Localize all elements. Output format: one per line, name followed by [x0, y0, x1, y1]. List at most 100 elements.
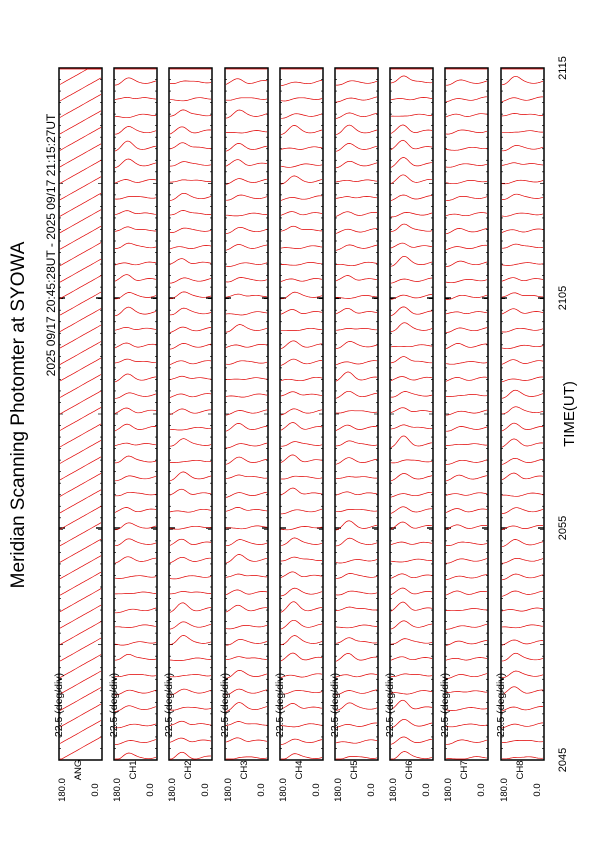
scan-trace	[281, 327, 323, 331]
panel-frame	[113, 67, 158, 761]
scan-trace	[114, 575, 157, 579]
scale-label: 22.5 (deg/div)	[329, 673, 341, 737]
scan-trace	[390, 435, 433, 448]
scan-trace	[445, 690, 488, 694]
scan-trace	[501, 525, 544, 531]
panel-ch7: 180.0 0.0 CH7 22.5 (deg/div)	[439, 67, 489, 802]
scan-trace	[280, 278, 323, 282]
scan-trace	[280, 703, 323, 710]
scan-trace	[280, 309, 323, 315]
channel-label: CH8	[515, 760, 526, 779]
scan-trace	[280, 537, 323, 546]
scan-trace	[335, 476, 377, 479]
scan-trace	[501, 686, 543, 695]
scan-trace	[59, 192, 102, 217]
scan-trace	[280, 146, 323, 150]
scan-trace	[59, 159, 102, 184]
scan-trace	[280, 391, 323, 397]
y-tick-label: 180.0	[499, 778, 510, 802]
scan-trace	[445, 260, 488, 267]
scan-trace	[280, 125, 323, 135]
scan-trace	[501, 573, 544, 581]
scan-trace	[501, 389, 544, 399]
scan-trace	[280, 556, 323, 562]
panel-ang: 180.0 0.0 ANG 22.5 (deg/div)	[53, 67, 103, 802]
scan-trace	[114, 653, 157, 661]
scan-trace	[114, 538, 157, 547]
y-tick-label: 180.0	[443, 778, 454, 802]
scan-trace	[390, 306, 433, 317]
panel-ch1: 180.0 0.0 CH1 22.5 (deg/div)	[108, 67, 158, 802]
scan-trace	[390, 174, 432, 184]
scan-trace	[335, 559, 378, 564]
scan-trace	[170, 751, 211, 760]
scan-trace	[501, 406, 544, 415]
scan-trace	[114, 126, 157, 135]
scan-trace	[445, 443, 487, 446]
scan-trace	[390, 521, 433, 530]
y-tick-label: 180.0	[223, 778, 234, 802]
scan-trace	[225, 109, 268, 119]
scan-trace	[225, 311, 268, 316]
scan-trace	[445, 343, 487, 350]
scan-trace	[445, 163, 488, 168]
scan-trace	[169, 343, 212, 350]
scale-label: 22.5 (deg/div)	[384, 673, 396, 737]
scan-trace	[281, 753, 323, 760]
scan-trace	[225, 525, 268, 530]
scan-trace	[225, 737, 268, 743]
scan-trace	[169, 488, 212, 496]
scan-trace	[59, 242, 102, 267]
scan-trace	[501, 590, 544, 597]
scan-trace	[501, 308, 544, 315]
scan-trace	[445, 409, 488, 416]
scan-trace	[335, 341, 378, 349]
scan-trace	[225, 344, 268, 348]
scan-trace	[280, 738, 323, 745]
scan-trace	[335, 722, 377, 729]
scan-trace	[170, 227, 212, 233]
scan-trace	[501, 507, 544, 514]
scan-trace	[445, 327, 488, 334]
scan-trace	[335, 307, 378, 315]
scan-trace	[169, 307, 212, 316]
scan-trace	[225, 456, 268, 465]
scan-trace	[390, 124, 433, 134]
scan-trace	[59, 505, 102, 530]
scan-trace	[335, 537, 378, 547]
scan-trace	[335, 491, 378, 496]
scan-trace	[114, 113, 156, 119]
scan-trace	[225, 589, 268, 596]
scan-trace	[445, 590, 488, 596]
scan-trace	[114, 140, 157, 152]
scan-trace	[225, 293, 268, 298]
y-tick-label: 180.0	[57, 778, 68, 802]
scan-trace	[335, 179, 378, 183]
scan-trace	[59, 670, 102, 695]
channel-label: CH1	[128, 760, 139, 779]
scan-trace	[335, 327, 377, 331]
scan-trace	[390, 620, 433, 630]
scan-trace	[280, 79, 323, 87]
y-tick-label: 0.0	[366, 783, 377, 796]
scan-trace	[225, 244, 268, 251]
scan-trace	[59, 225, 102, 250]
scan-trace	[445, 673, 488, 680]
scale-label: 22.5 (deg/div)	[274, 673, 286, 737]
scan-trace	[169, 245, 212, 250]
scan-trace	[169, 688, 212, 696]
scan-trace	[59, 324, 102, 349]
scan-trace	[114, 556, 157, 564]
scan-trace	[280, 262, 323, 266]
scan-trace	[445, 723, 488, 728]
scan-trace	[335, 96, 378, 103]
scan-trace	[225, 423, 268, 432]
scan-trace	[445, 574, 488, 581]
scan-trace	[59, 291, 102, 316]
panel-frame	[389, 67, 434, 761]
scan-trace	[169, 142, 211, 150]
scan-trace	[225, 78, 268, 85]
scan-trace	[59, 126, 102, 151]
scan-trace	[225, 539, 268, 547]
